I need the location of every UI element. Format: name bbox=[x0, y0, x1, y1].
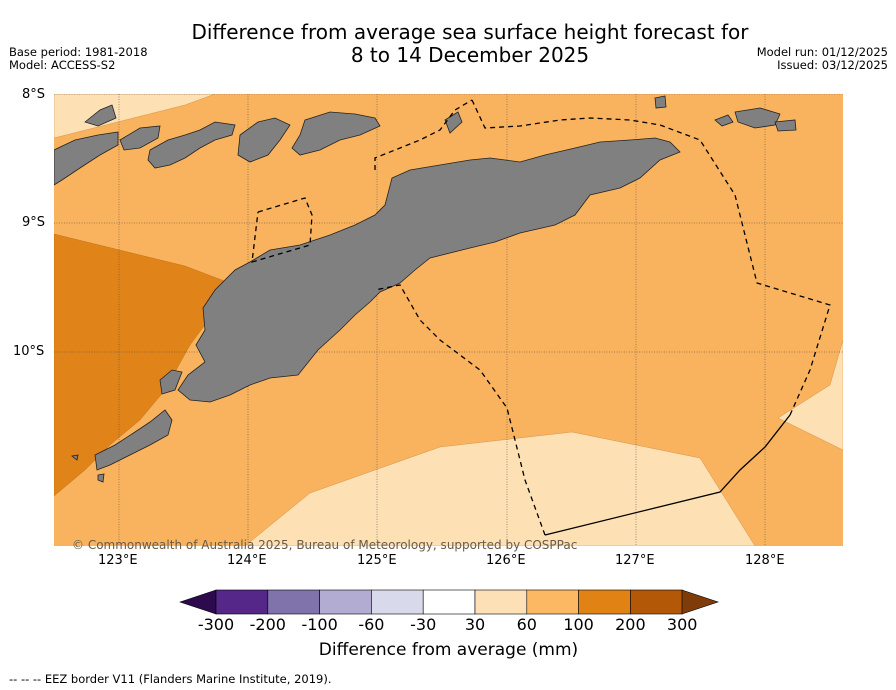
small-island-ne bbox=[774, 119, 797, 132]
model-name: Model: ACCESS-S2 bbox=[9, 58, 116, 72]
colorbar-bin-7 bbox=[526, 589, 579, 615]
issued-date: Issued: 03/12/2025 bbox=[777, 58, 888, 72]
model-run: Model run: 01/12/2025 bbox=[756, 45, 888, 59]
colorbar-tick: 100 bbox=[563, 615, 594, 634]
eez-legend: -- -- -- EEZ border V11 (Flanders Marine… bbox=[9, 672, 332, 686]
meta-left: Base period: 1981-2018 Model: ACCESS-S2 bbox=[9, 46, 148, 72]
flores-island bbox=[54, 131, 119, 186]
rote-island bbox=[94, 409, 173, 471]
colorbar-tick: 30 bbox=[464, 615, 486, 634]
colorbar-max-arrow bbox=[681, 589, 719, 615]
sea-zone-30-60-east bbox=[777, 339, 843, 451]
lon-label-127e: 127°E bbox=[615, 553, 655, 568]
colorbar-tick: -60 bbox=[358, 615, 385, 634]
lon-label-124e: 124°E bbox=[227, 553, 267, 568]
colorbar-bin-1 bbox=[215, 589, 269, 615]
colorbar-min-arrow bbox=[179, 589, 217, 615]
colorbar-tick: 60 bbox=[516, 615, 537, 634]
lon-label-126e: 126°E bbox=[486, 553, 526, 568]
eez-border-oecusse bbox=[251, 197, 313, 263]
atauro-island bbox=[444, 111, 463, 134]
map-area bbox=[54, 94, 843, 546]
small-island-e bbox=[714, 114, 734, 127]
chart-title-line-1: Difference from average sea surface heig… bbox=[191, 20, 749, 44]
colorbar-bin-6 bbox=[474, 589, 528, 615]
timor-island bbox=[177, 137, 681, 403]
solor-island bbox=[84, 104, 117, 127]
colorbar-bin-2 bbox=[267, 589, 320, 615]
wetar-east-island bbox=[734, 107, 781, 129]
ndao-island bbox=[97, 473, 105, 483]
colorbar-tick: -100 bbox=[301, 615, 338, 634]
meta-right: Model run: 01/12/2025 Issued: 03/12/2025 bbox=[757, 46, 888, 72]
lon-label-128e: 128°E bbox=[745, 553, 785, 568]
eez-border-south bbox=[374, 284, 546, 536]
colorbar-tick: 300 bbox=[666, 615, 698, 634]
lon-label-125e: 125°E bbox=[357, 553, 397, 568]
pantar-island bbox=[237, 117, 291, 163]
eez-border-west bbox=[374, 99, 473, 170]
lat-label-8s: 8°S bbox=[22, 87, 46, 102]
colorbar-label: Difference from average (mm) bbox=[318, 640, 579, 660]
semau-island bbox=[159, 369, 183, 395]
lon-label-123e: 123°E bbox=[98, 553, 138, 568]
colorbar-tick: -30 bbox=[410, 615, 437, 634]
colorbar-tick: -300 bbox=[197, 615, 235, 634]
colorbar-bin-8 bbox=[578, 589, 631, 615]
islet-w bbox=[71, 454, 79, 461]
colorbar-bin-5 bbox=[422, 589, 476, 615]
lembata-island bbox=[147, 121, 236, 169]
sea-zone-30-60-south bbox=[244, 431, 756, 546]
sea-zone-30-60-north bbox=[54, 94, 216, 139]
alor-island bbox=[291, 111, 381, 156]
adonara-island bbox=[119, 125, 161, 151]
colorbar-bin-4 bbox=[371, 589, 424, 615]
land bbox=[54, 95, 797, 483]
eez-border-solid bbox=[544, 414, 791, 536]
lat-label-9s: 9°S bbox=[22, 215, 46, 230]
eez-border-dashed bbox=[471, 99, 831, 416]
base-period: Base period: 1981-2018 bbox=[9, 45, 148, 59]
colorbar-tick: -200 bbox=[249, 615, 286, 634]
colorbar-bin-3 bbox=[319, 589, 372, 615]
lat-label-10s: 10°S bbox=[13, 344, 45, 359]
colorbar-bin-9 bbox=[630, 589, 683, 615]
copyright-notice: © Commonwealth of Australia 2025, Bureau… bbox=[72, 538, 578, 552]
colorbar-tick: 200 bbox=[615, 615, 646, 634]
chart-title-line-2: 8 to 14 December 2025 bbox=[350, 43, 590, 67]
small-island-n bbox=[654, 95, 667, 109]
colorbar bbox=[179, 589, 719, 615]
